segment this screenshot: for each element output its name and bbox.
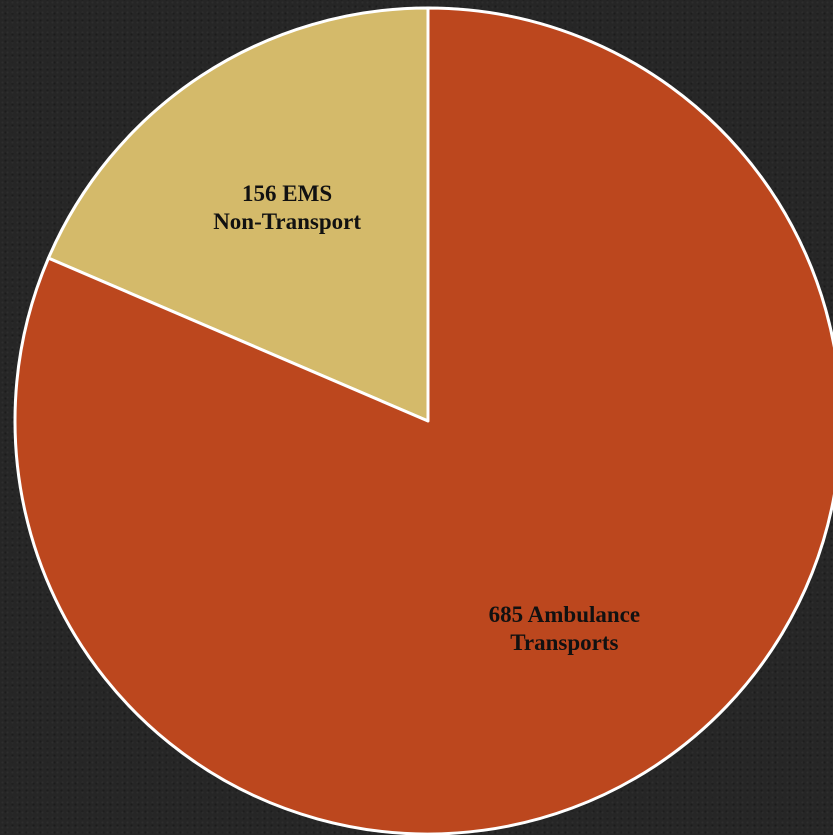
slice-label-ambulance-transports: 685 Ambulance Transports [489,602,640,655]
slice-label-line: 685 Ambulance [489,602,640,627]
slice-label-line: Transports [510,630,618,655]
slice-label-ems-non-transport: 156 EMS Non-Transport [213,181,361,234]
pie-slice-ems-non-transport [46,6,430,423]
pie-slice-ambulance-transports [13,6,833,835]
pie-labels: 156 EMS Non-Transport 685 Ambulance Transpo… [213,181,640,655]
slice-label-line: 156 EMS [242,181,332,206]
pie-slices [13,6,833,835]
slice-label-line: Non-Transport [213,209,361,234]
